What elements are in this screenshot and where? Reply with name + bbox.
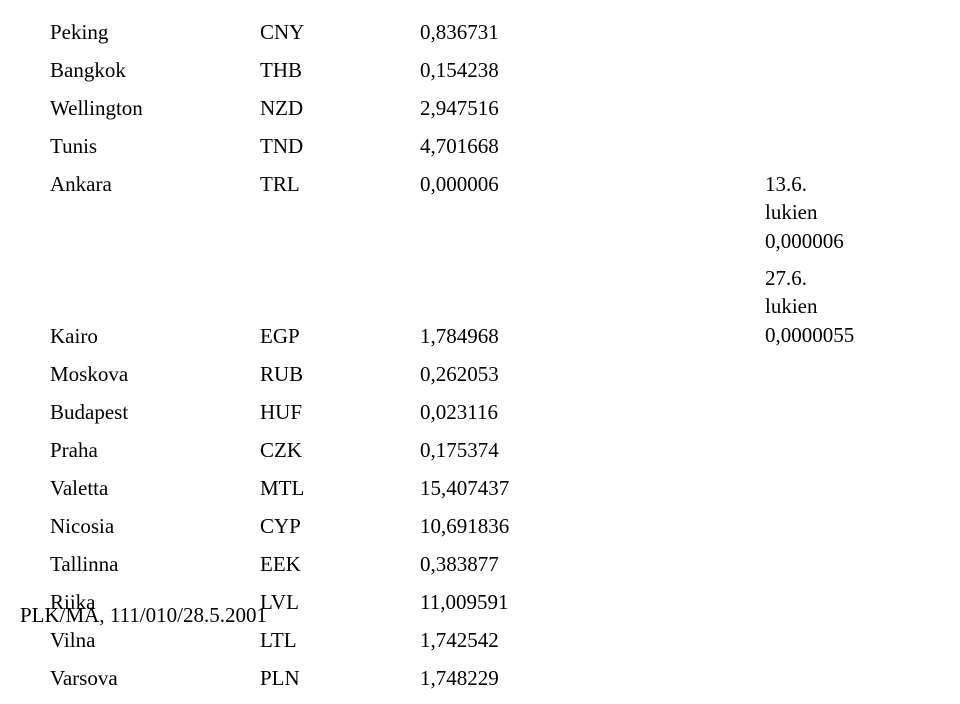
note-date: 13.6. xyxy=(765,172,807,196)
city-cell: Kairo xyxy=(50,324,260,349)
currency-cell: EEK xyxy=(260,552,420,577)
value-cell: 0,836731 xyxy=(420,20,630,45)
table-row: Tallinna EEK 0,383877 xyxy=(50,552,930,590)
city-cell: Budapest xyxy=(50,400,260,425)
city-cell: Tallinna xyxy=(50,552,260,577)
city-cell: Wellington xyxy=(50,96,260,121)
note-block-1: 13.6. lukien 0,000006 xyxy=(765,170,844,255)
table-row: Valetta MTL 15,407437 xyxy=(50,476,930,514)
currency-cell: EGP xyxy=(260,324,420,349)
city-cell: Bangkok xyxy=(50,58,260,83)
note-value: 0,000006 xyxy=(765,229,844,253)
currency-cell: HUF xyxy=(260,400,420,425)
currency-cell: TRL xyxy=(260,172,420,197)
value-cell: 0,154238 xyxy=(420,58,630,83)
page-container: Peking CNY 0,836731 Bangkok THB 0,154238… xyxy=(0,0,960,650)
city-cell: Moskova xyxy=(50,362,260,387)
value-cell: 1,742542 xyxy=(420,628,630,653)
value-cell: 11,009591 xyxy=(420,590,630,615)
value-cell: 10,691836 xyxy=(420,514,630,539)
currency-cell: PLN xyxy=(260,666,420,691)
city-cell: Praha xyxy=(50,438,260,463)
value-cell: 0,175374 xyxy=(420,438,630,463)
value-cell: 1,748229 xyxy=(420,666,630,691)
currency-cell: RUB xyxy=(260,362,420,387)
city-cell: Vilna xyxy=(50,628,260,653)
note-block-2: 27.6. lukien 0,0000055 xyxy=(765,264,854,349)
table-row: Nicosia CYP 10,691836 xyxy=(50,514,930,552)
currency-cell: LVL xyxy=(260,590,420,615)
value-cell: 0,023116 xyxy=(420,400,630,425)
value-cell: 2,947516 xyxy=(420,96,630,121)
value-cell: 1,784968 xyxy=(420,324,630,349)
currency-cell: MTL xyxy=(260,476,420,501)
currency-cell: THB xyxy=(260,58,420,83)
city-cell: Tunis xyxy=(50,134,260,159)
currency-cell: CYP xyxy=(260,514,420,539)
table-row: Moskova RUB 0,262053 xyxy=(50,362,930,400)
footer-reference: PLK/MA, 111/010/28.5.2001 xyxy=(20,603,267,628)
table-row: Varsova PLN 1,748229 xyxy=(50,666,930,704)
table-row: Peking CNY 0,836731 xyxy=(50,20,930,58)
note-word: lukien xyxy=(765,294,818,318)
table-row: Wellington NZD 2,947516 xyxy=(50,96,930,134)
table-row: Praha CZK 0,175374 xyxy=(50,438,930,476)
city-cell: Peking xyxy=(50,20,260,45)
table-row: Vilna LTL 1,742542 xyxy=(50,628,930,666)
value-cell: 0,383877 xyxy=(420,552,630,577)
currency-cell: LTL xyxy=(260,628,420,653)
note-date: 27.6. xyxy=(765,266,807,290)
city-cell: Nicosia xyxy=(50,514,260,539)
table-row: Budapest HUF 0,023116 xyxy=(50,400,930,438)
value-cell: 15,407437 xyxy=(420,476,630,501)
city-cell: Ankara xyxy=(50,172,260,197)
table-row: Tunis TND 4,701668 xyxy=(50,134,930,172)
currency-cell: CZK xyxy=(260,438,420,463)
currency-cell: TND xyxy=(260,134,420,159)
currency-cell: NZD xyxy=(260,96,420,121)
table-row: Bangkok THB 0,154238 xyxy=(50,58,930,96)
value-cell: 0,000006 xyxy=(420,172,630,197)
note-value: 0,0000055 xyxy=(765,323,854,347)
city-cell: Valetta xyxy=(50,476,260,501)
currency-cell: CNY xyxy=(260,20,420,45)
note-word: lukien xyxy=(765,200,818,224)
value-cell: 4,701668 xyxy=(420,134,630,159)
city-cell: Varsova xyxy=(50,666,260,691)
value-cell: 0,262053 xyxy=(420,362,630,387)
